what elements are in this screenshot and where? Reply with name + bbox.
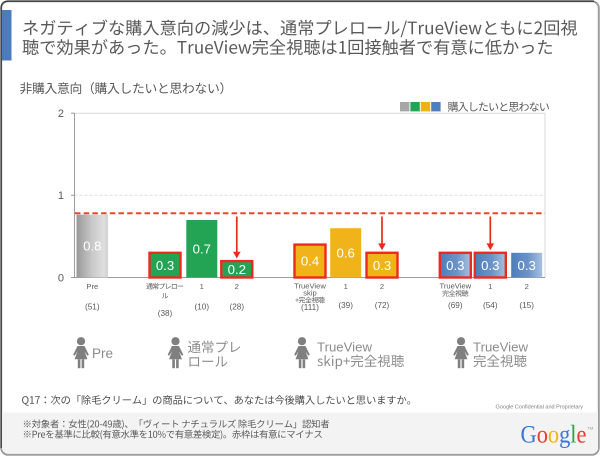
- svg-text:1: 1: [58, 190, 64, 202]
- svg-text:0.2: 0.2: [228, 262, 246, 277]
- svg-text:0.3: 0.3: [373, 258, 391, 273]
- svg-text:0.4: 0.4: [301, 254, 319, 269]
- svg-text:0.3: 0.3: [156, 258, 174, 273]
- svg-text:2: 2: [58, 108, 64, 120]
- svg-text:0: 0: [58, 272, 64, 284]
- svg-text:(72): (72): [375, 301, 390, 310]
- svg-text:(15): (15): [519, 301, 534, 310]
- svg-text:(51): (51): [85, 303, 100, 312]
- svg-text:(38): (38): [158, 309, 173, 318]
- svg-text:1: 1: [344, 282, 348, 291]
- svg-text:2: 2: [525, 282, 529, 291]
- svg-text:0.3: 0.3: [446, 258, 464, 273]
- svg-text:(69): (69): [448, 301, 463, 310]
- svg-text:2: 2: [380, 282, 384, 291]
- svg-text:Google Confidential and Propri: Google Confidential and Proprietary: [496, 405, 584, 411]
- svg-text:0.3: 0.3: [481, 258, 499, 273]
- svg-text:1: 1: [200, 282, 204, 291]
- svg-text:(28): (28): [230, 303, 245, 312]
- svg-text:TrueView: TrueView: [294, 281, 326, 290]
- svg-text:(111): (111): [301, 303, 319, 312]
- svg-text:(39): (39): [338, 301, 353, 310]
- svg-text:Google: Google: [521, 420, 587, 449]
- svg-text:skip: skip: [303, 288, 317, 297]
- svg-text:0.3: 0.3: [518, 258, 536, 273]
- svg-text:Pre: Pre: [92, 346, 113, 361]
- svg-text:TrueView: TrueView: [439, 281, 471, 290]
- svg-text:0.6: 0.6: [337, 245, 355, 260]
- svg-text:(10): (10): [195, 303, 210, 312]
- svg-text:Pre: Pre: [86, 282, 98, 291]
- svg-text:TM: TM: [588, 426, 594, 431]
- svg-text:TrueView: TrueView: [473, 339, 528, 354]
- svg-text:TrueView: TrueView: [317, 339, 372, 354]
- svg-text:0.7: 0.7: [193, 241, 211, 256]
- svg-text:2: 2: [235, 282, 239, 291]
- svg-text:0.8: 0.8: [83, 239, 101, 254]
- svg-text:(54): (54): [483, 301, 498, 310]
- svg-text:1: 1: [488, 282, 492, 291]
